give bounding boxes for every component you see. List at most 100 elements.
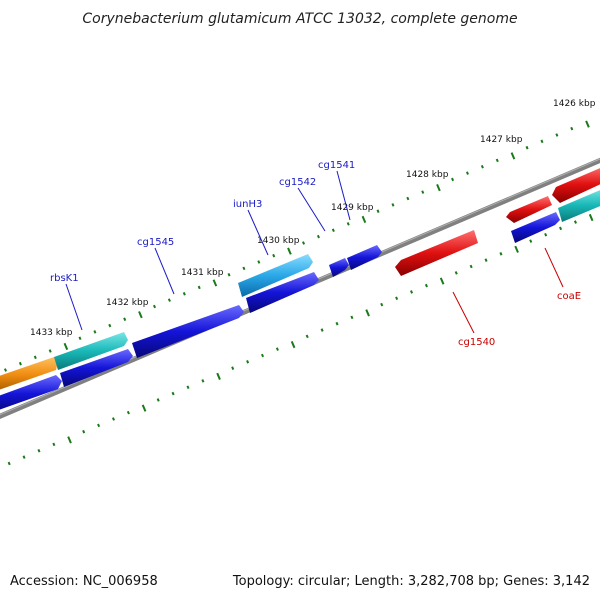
ruler-minor-tick xyxy=(540,139,544,144)
ruler-major-tick xyxy=(290,340,296,349)
ruler-minor-tick xyxy=(111,417,115,421)
ruler-minor-tick xyxy=(272,253,276,258)
gene-feature-coaE[interactable] xyxy=(511,212,560,243)
ruler-minor-tick xyxy=(395,296,399,301)
ruler-minor-tick xyxy=(331,228,335,233)
ruler-minor-tick xyxy=(82,429,86,434)
gene-feature-iunH3[interactable] xyxy=(238,254,313,297)
ruler-minor-tick xyxy=(18,361,22,366)
ruler-minor-tick xyxy=(78,336,82,341)
gene-feature-cg1541[interactable] xyxy=(347,245,382,270)
ruler-minor-tick xyxy=(123,317,127,321)
label-leader-line xyxy=(544,247,564,288)
ruler-minor-tick xyxy=(231,366,235,370)
ruler-minor-tick xyxy=(316,234,320,239)
ruler-minor-tick xyxy=(242,266,246,271)
ruler-minor-tick xyxy=(421,190,425,194)
ruler-major-tick xyxy=(365,309,370,317)
gene-feature-cg1545[interactable] xyxy=(132,305,244,358)
ruler-minor-tick xyxy=(529,239,533,243)
ruler-major-tick xyxy=(212,279,218,287)
gene-label[interactable]: coaE xyxy=(557,291,581,302)
label-leader-line xyxy=(452,291,475,334)
ruler-minor-tick xyxy=(7,461,11,466)
gene-label[interactable]: cg1542 xyxy=(279,177,316,188)
ruler-minor-tick xyxy=(93,330,97,334)
tick-label: 1432 kbp xyxy=(106,298,149,308)
ruler-minor-tick xyxy=(108,323,112,328)
ruler-minor-tick xyxy=(22,455,26,459)
ruler-minor-tick xyxy=(573,220,577,224)
ruler-minor-tick xyxy=(559,226,563,231)
ruler-minor-tick xyxy=(186,385,190,389)
gene-feature-orange[interactable] xyxy=(0,357,58,393)
ruler-minor-tick xyxy=(197,285,201,290)
gene-feature-outer-red-2[interactable] xyxy=(552,166,600,203)
ruler-minor-tick xyxy=(305,334,309,339)
tick-label: 1429 kbp xyxy=(331,203,374,213)
ruler-minor-tick xyxy=(376,209,380,213)
ruler-minor-tick xyxy=(182,292,186,296)
ruler-minor-tick xyxy=(350,315,354,320)
ruler-minor-tick xyxy=(52,442,56,447)
ruler-major-tick xyxy=(439,277,445,285)
ruler-major-tick xyxy=(63,342,69,351)
ruler-minor-tick xyxy=(97,423,101,428)
ruler-minor-tick xyxy=(570,126,574,131)
gene-feature-cg1545-b[interactable] xyxy=(246,272,319,313)
ruler-minor-tick xyxy=(37,448,41,453)
accession-text: Accession: NC_006958 xyxy=(10,574,158,589)
label-leader-line xyxy=(297,187,326,232)
ruler-major-tick xyxy=(138,311,143,319)
ruler-minor-tick xyxy=(555,133,559,137)
map-title: Corynebacterium glutamicum ATCC 13032, c… xyxy=(82,11,517,27)
ruler-minor-tick xyxy=(201,379,205,383)
label-leader-line xyxy=(247,209,269,256)
ruler-minor-tick xyxy=(275,347,279,351)
tick-label: 1427 kbp xyxy=(480,135,523,145)
ruler-minor-tick xyxy=(171,391,175,396)
gene-label[interactable]: cg1540 xyxy=(458,337,495,348)
ruler-minor-tick xyxy=(261,353,265,358)
ruler-minor-tick xyxy=(33,355,37,360)
outer-gene-row xyxy=(0,166,600,393)
ruler-minor-tick xyxy=(126,410,130,415)
ruler-minor-tick xyxy=(48,349,52,353)
tick-label: 1430 kbp xyxy=(257,236,300,246)
ruler-minor-tick xyxy=(302,241,306,245)
summary-text: Topology: circular; Length: 3,282,708 bp… xyxy=(232,574,590,589)
ruler-minor-tick xyxy=(454,271,458,275)
ruler-minor-tick xyxy=(257,260,261,264)
ruler-major-tick xyxy=(588,213,594,222)
tick-label: 1428 kbp xyxy=(406,170,449,180)
gene-label[interactable]: iunH3 xyxy=(233,199,262,210)
ruler-minor-tick xyxy=(380,302,384,307)
ruler-minor-tick xyxy=(544,232,548,237)
ruler-major-tick xyxy=(67,436,72,444)
gene-label[interactable]: rbsK1 xyxy=(50,273,79,284)
ruler-minor-tick xyxy=(480,164,484,169)
gene-feature-outer-red-1[interactable] xyxy=(506,196,552,223)
ruler-minor-tick xyxy=(495,158,499,163)
tick-label: 1433 kbp xyxy=(30,328,73,338)
gene-feature-cg1542[interactable] xyxy=(329,258,349,277)
lower-tick-ruler xyxy=(7,213,594,466)
gene-label[interactable]: cg1545 xyxy=(137,237,174,248)
ruler-minor-tick xyxy=(335,321,339,326)
upper-tick-ruler xyxy=(3,120,590,372)
gene-feature-inner-blue-2[interactable] xyxy=(60,349,133,387)
gene-feature-outer-cyan[interactable] xyxy=(558,188,600,222)
tick-label: 1426 kbp xyxy=(553,99,596,109)
gene-feature-cg1540[interactable] xyxy=(395,230,478,276)
ruler-major-tick xyxy=(514,245,519,253)
ruler-minor-tick xyxy=(3,368,7,372)
ruler-minor-tick xyxy=(525,145,529,150)
gene-label[interactable]: cg1541 xyxy=(318,160,355,171)
gene-labels: rbsK1 cg1545 iunH3 cg1542 cg1541 cg1540 … xyxy=(50,160,581,348)
ruler-minor-tick xyxy=(246,360,250,364)
gene-feature-inner-blue-1[interactable] xyxy=(0,375,62,413)
ruler-major-tick xyxy=(510,152,516,160)
label-leader-line xyxy=(65,283,83,331)
gene-feature-rbsK1[interactable] xyxy=(54,332,128,370)
